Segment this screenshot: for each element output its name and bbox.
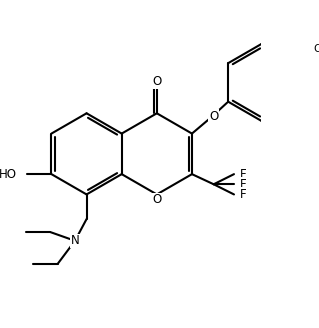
Text: CH₃: CH₃ <box>313 44 319 53</box>
Text: N: N <box>70 234 79 247</box>
Text: F: F <box>240 178 246 191</box>
Text: F: F <box>240 188 246 201</box>
Text: O: O <box>209 110 218 123</box>
Text: O: O <box>152 75 161 89</box>
Text: F: F <box>240 168 246 181</box>
Text: HO: HO <box>0 168 17 181</box>
Text: O: O <box>152 193 161 206</box>
